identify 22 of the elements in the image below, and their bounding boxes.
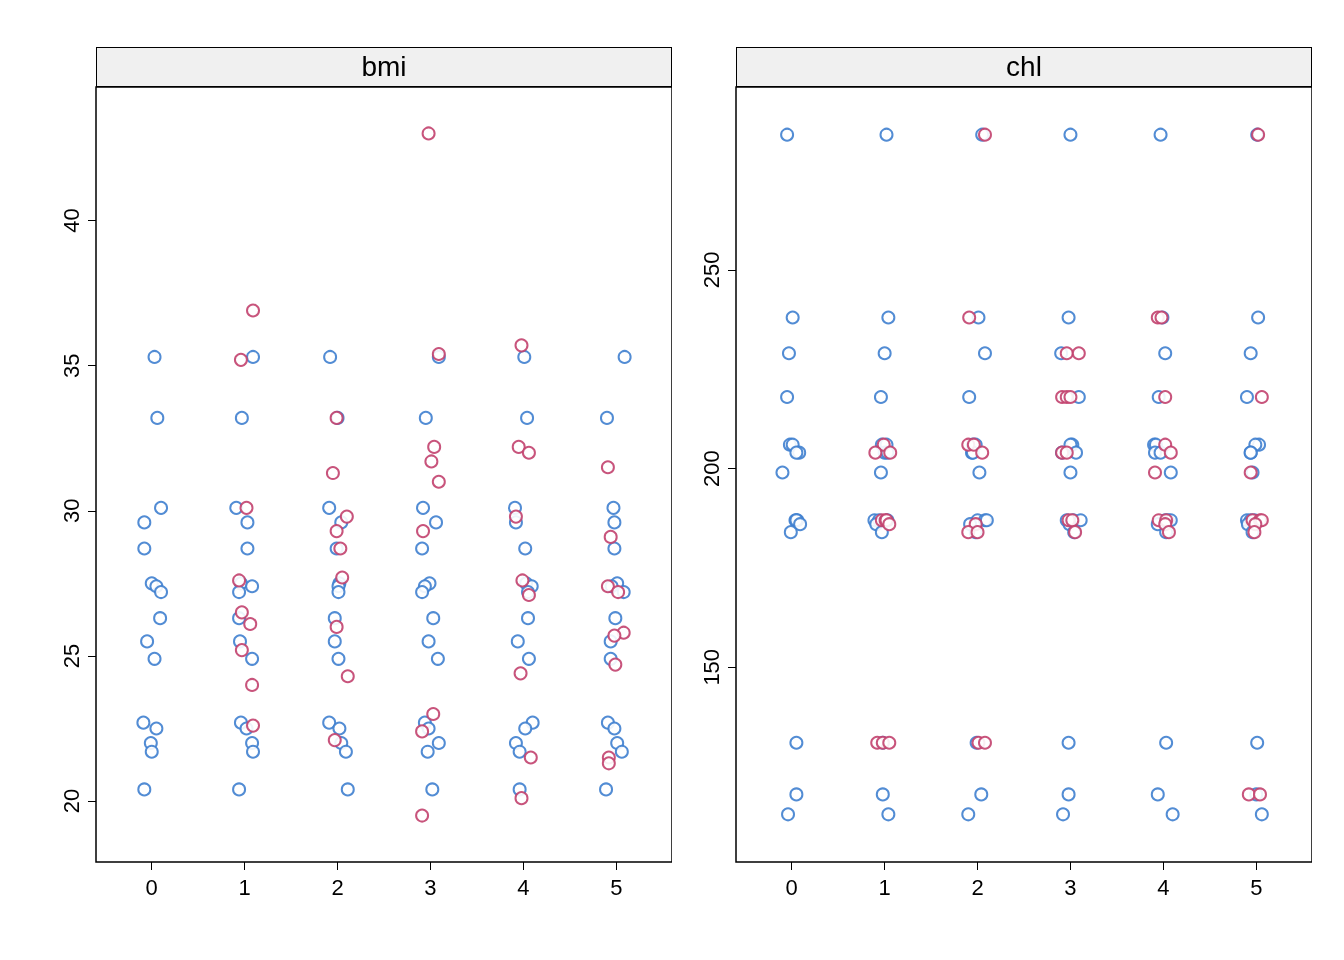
x-tick-label: 5: [610, 874, 623, 900]
x-tick-label: 4: [517, 874, 530, 900]
x-tick-label: 1: [238, 874, 251, 900]
chart-title: bmi: [96, 47, 672, 87]
y-tick-label: 40: [58, 208, 84, 233]
x-tick-label: 5: [1250, 874, 1263, 900]
x-tick-label: 0: [145, 874, 158, 900]
y-tick-label: 35: [58, 353, 84, 378]
x-tick-label: 4: [1157, 874, 1170, 900]
y-tick-label: 25: [58, 643, 84, 669]
y-tick-label: 250: [698, 251, 724, 289]
y-tick-label: 30: [58, 498, 84, 524]
x-tick-label: 3: [424, 874, 437, 900]
chart-title: chl: [736, 47, 1312, 87]
x-tick-label: 2: [331, 874, 344, 900]
x-tick-label: 2: [971, 874, 984, 900]
y-tick-label: 200: [698, 450, 724, 487]
x-tick-label: 0: [785, 874, 798, 900]
y-tick-label: 150: [698, 648, 724, 686]
x-tick-label: 3: [1064, 874, 1077, 900]
x-tick-label: 1: [878, 874, 891, 900]
y-tick-label: 20: [58, 788, 84, 814]
